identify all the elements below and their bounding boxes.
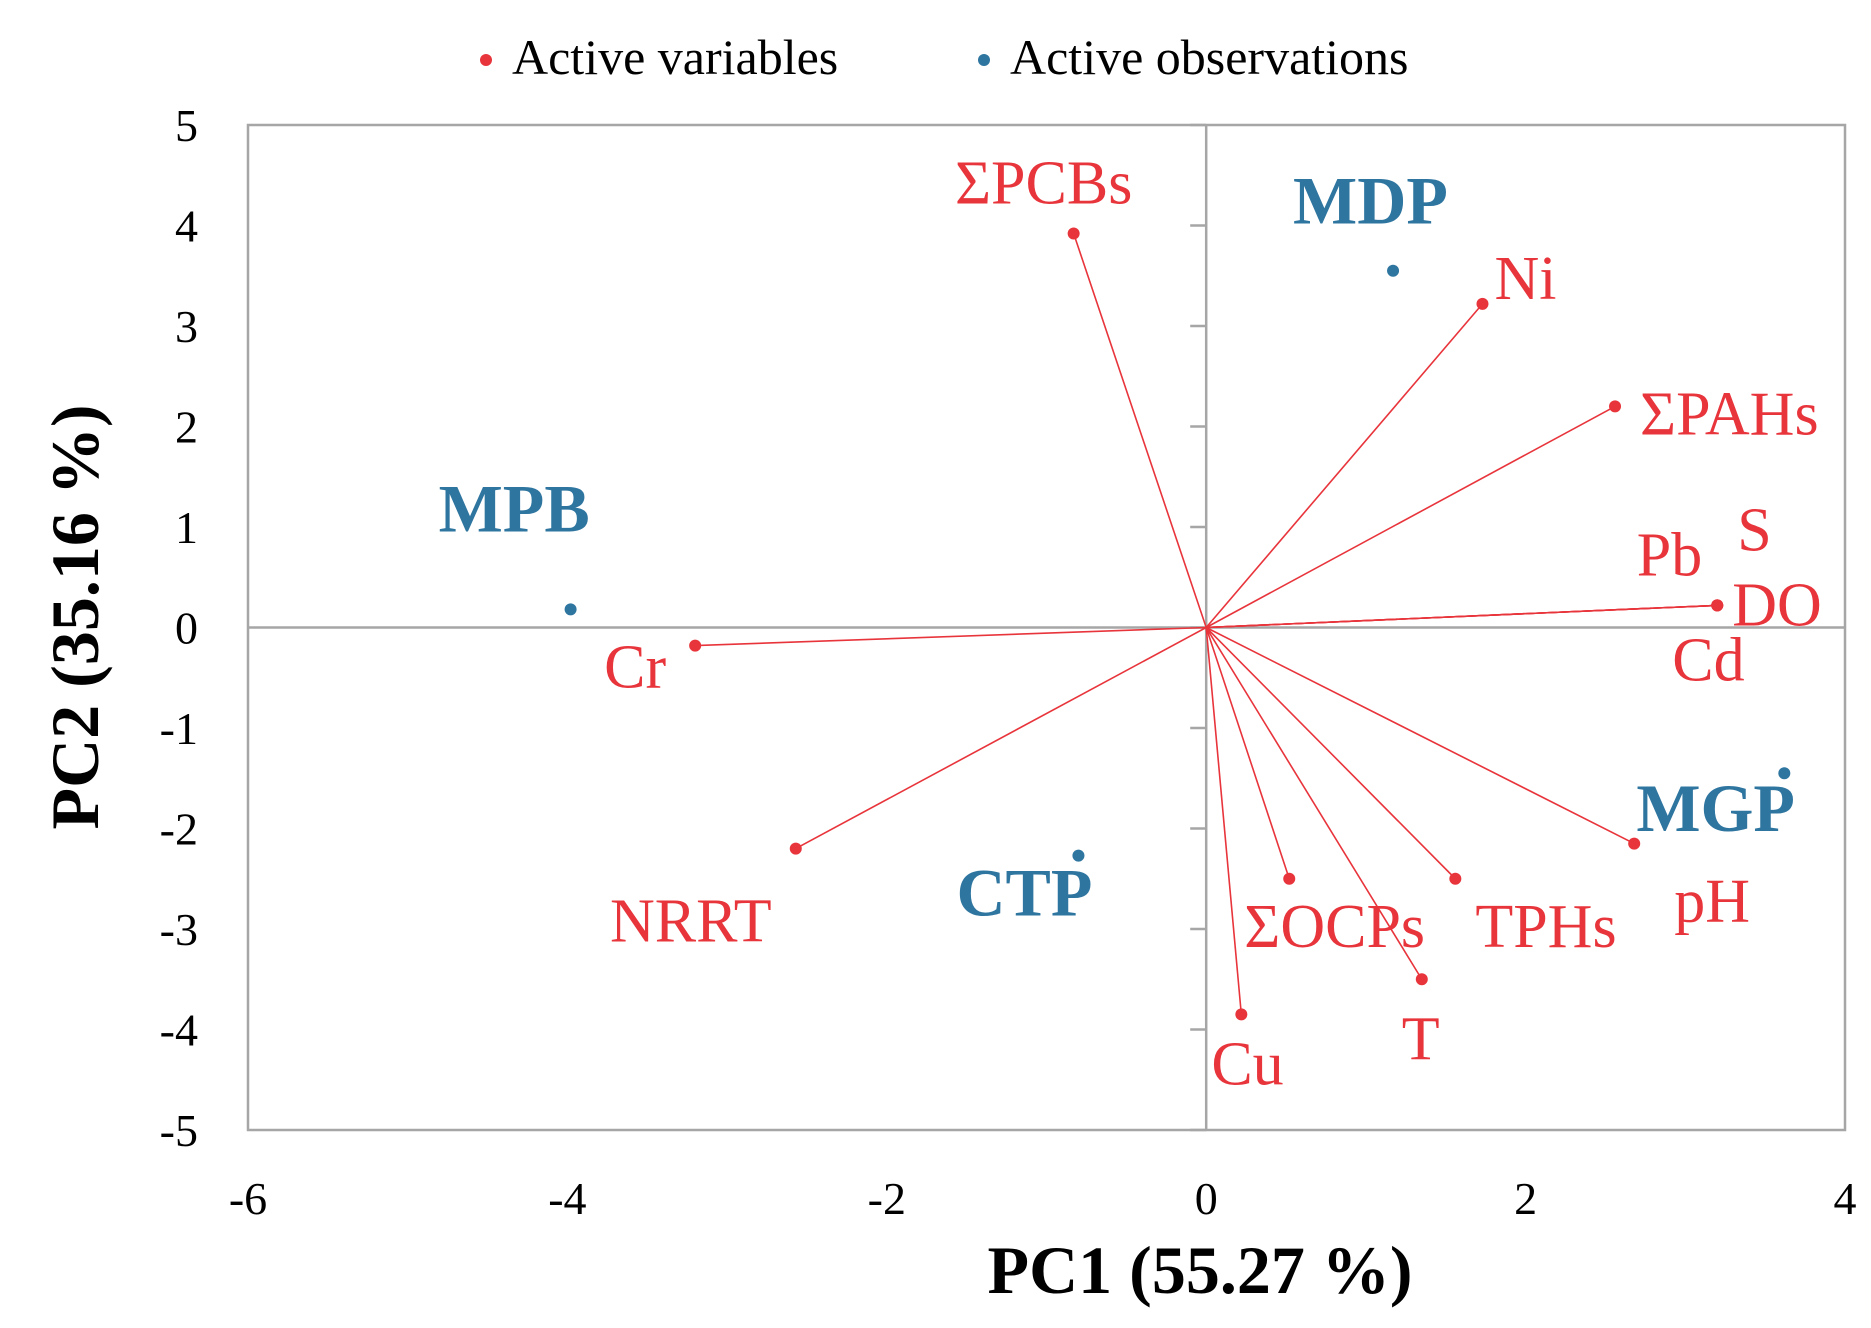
variable-label: S xyxy=(1737,496,1771,564)
observation-point xyxy=(1778,767,1791,780)
y-tick-label: 2 xyxy=(175,402,198,453)
variable-point xyxy=(1476,297,1489,310)
variable-vector xyxy=(1206,604,1718,629)
variable-vector xyxy=(695,626,1207,647)
x-axis-title: PC1 (55.27 %) xyxy=(988,1232,1413,1308)
y-tick-label: -1 xyxy=(160,703,198,754)
variable-vectors xyxy=(695,233,1718,1015)
y-tick-label: -5 xyxy=(160,1105,198,1156)
observation-label: CTP xyxy=(956,855,1092,931)
legend-label-variables: Active variables xyxy=(512,29,838,85)
variable-label: TPHs xyxy=(1475,893,1616,961)
variable-vector xyxy=(1205,405,1616,629)
variable-label: Cu xyxy=(1211,1030,1283,1098)
variable-label: ΣOCPs xyxy=(1244,893,1425,961)
y-tick-label: 4 xyxy=(175,201,198,252)
y-tick-label: 5 xyxy=(175,100,198,151)
variable-label: ΣPAHs xyxy=(1640,380,1819,448)
variable-label: ΣPCBs xyxy=(955,150,1132,218)
variable-point xyxy=(1449,872,1462,885)
variable-point xyxy=(1415,973,1428,986)
x-tick-label: 4 xyxy=(1834,1173,1857,1224)
variable-label: Ni xyxy=(1494,245,1556,313)
variable-point xyxy=(1235,1008,1248,1021)
variable-label: Cr xyxy=(604,634,666,702)
y-tick-label: 3 xyxy=(175,301,198,352)
variable-point xyxy=(1628,837,1641,850)
y-tick-label: -4 xyxy=(160,1005,198,1056)
y-axis-title: PC2 (35.16 %) xyxy=(37,405,113,830)
y-tick-label: -3 xyxy=(160,904,198,955)
x-tick-label: -4 xyxy=(548,1173,586,1224)
variable-label: Pb xyxy=(1637,521,1702,589)
variable-label: NRRT xyxy=(610,888,772,956)
variable-label: Cd xyxy=(1672,626,1744,694)
variable-label: DO xyxy=(1732,571,1822,639)
observation-label: MPB xyxy=(439,470,590,546)
variable-vector xyxy=(1205,626,1456,880)
variable-vector xyxy=(1205,626,1635,845)
observation-label: MGP xyxy=(1636,770,1795,846)
observation-point xyxy=(564,603,577,616)
variable-label: pH xyxy=(1674,868,1750,936)
variable-vector xyxy=(1072,233,1207,628)
legend-label-observations: Active observations xyxy=(1010,29,1409,85)
y-tick-label: -2 xyxy=(160,804,198,855)
legend-marker-variables xyxy=(480,54,492,66)
variable-vector xyxy=(795,626,1207,850)
variable-vector xyxy=(1205,627,1423,980)
y-tick-label: 0 xyxy=(175,603,198,654)
x-tick-label: 2 xyxy=(1514,1173,1537,1224)
variable-point xyxy=(1711,599,1724,612)
legend: Active variables Active observations xyxy=(480,29,1409,85)
observation-point xyxy=(1072,849,1085,862)
variable-point xyxy=(1067,227,1080,240)
variable-vector xyxy=(1205,303,1484,629)
axis-lines xyxy=(248,123,1845,1132)
observation-point xyxy=(1387,264,1400,277)
variable-vector xyxy=(1205,627,1243,1015)
x-tick-label: -6 xyxy=(229,1173,267,1224)
data-points xyxy=(564,227,1791,1021)
variable-point xyxy=(689,639,702,652)
legend-marker-observations xyxy=(978,54,990,66)
x-tick-label: 0 xyxy=(1195,1173,1218,1224)
variable-point xyxy=(1609,400,1622,413)
variable-label: T xyxy=(1402,1005,1440,1073)
variable-point xyxy=(1283,872,1296,885)
x-tick-label: -2 xyxy=(868,1173,906,1224)
y-tick-label: 1 xyxy=(175,502,198,553)
variable-point xyxy=(789,842,802,855)
variable-vector xyxy=(1205,627,1291,880)
observation-label: MDP xyxy=(1293,163,1448,239)
tick-labels: -6 -4 -2 0 2 4 -5 -4 -3 -2 -1 0 1 2 3 4 5 xyxy=(160,100,1857,1224)
